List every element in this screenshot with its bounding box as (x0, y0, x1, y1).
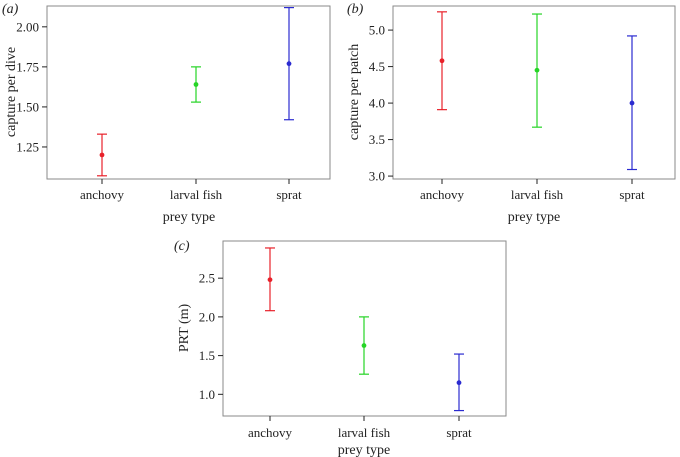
x-tick-label-a: sprat (276, 187, 302, 202)
y-axis-label-a: capture per dive (4, 47, 19, 137)
panel-label-a: (a) (2, 2, 19, 17)
y-tick-label-a: 1.75 (16, 59, 39, 74)
panel-a: (a) 1.25 1.50 1.75 2.00 anchovy larval fish sp… (2, 2, 331, 225)
x-tick-label-a: larval fish (170, 187, 223, 202)
y-tick-label-a: 1.50 (16, 99, 39, 114)
x-axis-label-a: prey type (163, 210, 215, 225)
y-tick-label-b: 3.0 (369, 169, 385, 184)
y-tick-label-c: 1.5 (199, 348, 215, 363)
x-axis-label-c: prey type (338, 443, 390, 457)
y-tick-label-b: 4.5 (369, 59, 385, 74)
y-axis-label-b: capture per patch (347, 44, 362, 140)
mean-point-c (361, 343, 367, 348)
x-tick-label-c: larval fish (338, 425, 391, 440)
y-tick-label-c: 2.5 (199, 271, 215, 286)
x-axis-label-b: prey type (508, 210, 560, 225)
mean-point-c (267, 277, 273, 283)
mean-point-b (534, 67, 540, 73)
y-tick-label-b: 3.5 (369, 132, 385, 147)
panel-b: (b) 3.0 3.5 4.0 4.5 5.0 anchovy larval fish spr… (347, 2, 676, 225)
panel-label-c: (c) (174, 239, 190, 254)
mean-point-b (439, 58, 445, 64)
mean-point-c (456, 380, 462, 386)
marks-c: 1.0 1.5 2.0 2.5 anchovy larval fish sprat (199, 247, 472, 440)
y-tick-label-b: 4.0 (369, 96, 385, 111)
marks-a: 1.25 1.50 1.75 2.00 anchovy larval fish sprat (16, 7, 302, 202)
mean-point-a (286, 61, 292, 67)
x-tick-label-a: anchovy (80, 187, 125, 202)
y-tick-label-a: 1.25 (16, 139, 39, 154)
y-tick-label-a: 2.00 (16, 19, 39, 34)
plot-frame-a (46, 5, 331, 180)
y-tick-label-c: 1.0 (199, 387, 215, 402)
x-tick-label-b: sprat (619, 187, 645, 202)
x-tick-label-c: sprat (446, 425, 472, 440)
mean-point-a (99, 152, 105, 158)
x-tick-label-c: anchovy (248, 425, 293, 440)
y-tick-label-b: 5.0 (369, 23, 385, 38)
mean-point-a (193, 82, 199, 87)
marks-b: 3.0 3.5 4.0 4.5 5.0 anchovy larval fish sprat (369, 11, 645, 202)
x-tick-label-b: larval fish (511, 187, 564, 202)
y-tick-label-c: 2.0 (199, 309, 215, 324)
y-axis-label-c: PRT (m) (177, 304, 192, 353)
x-tick-label-b: anchovy (420, 187, 465, 202)
panel-label-b: (b) (347, 2, 364, 17)
plot-frame-b (392, 5, 676, 180)
mean-point-b (629, 100, 635, 106)
